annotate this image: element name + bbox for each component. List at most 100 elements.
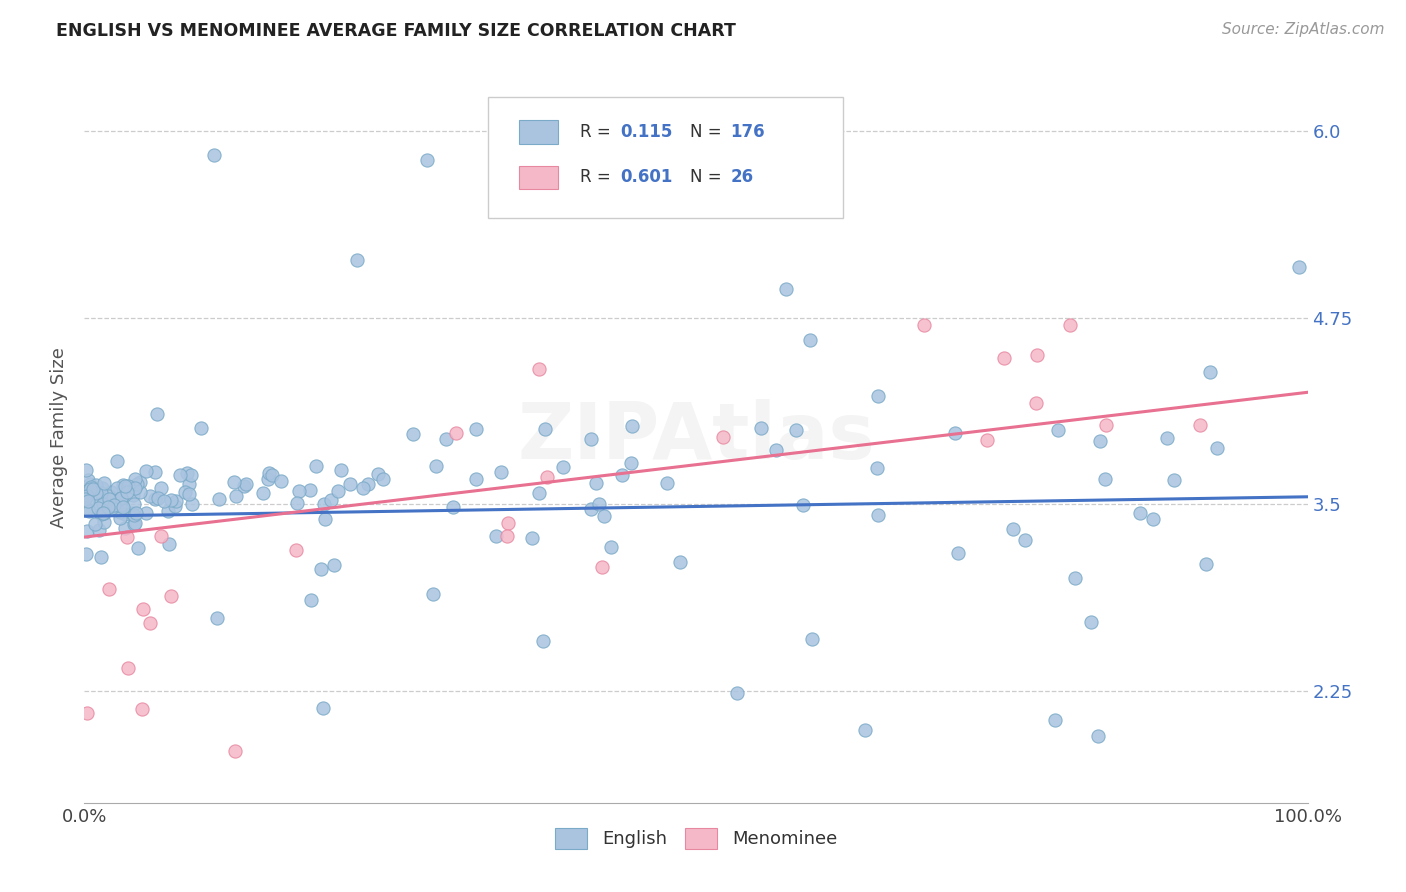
Point <box>976 434 998 448</box>
Point <box>77 494 100 508</box>
Point <box>352 481 374 495</box>
Point <box>309 562 332 576</box>
Point <box>1163 474 1185 488</box>
Point <box>160 493 183 508</box>
Point <box>181 497 204 511</box>
Point <box>579 432 602 446</box>
Point <box>329 462 352 476</box>
Point <box>591 559 613 574</box>
Point <box>765 442 787 457</box>
Point <box>76 706 98 721</box>
Point <box>1059 318 1081 332</box>
Point <box>97 500 120 515</box>
Point <box>232 479 254 493</box>
Point <box>157 537 180 551</box>
Point <box>87 523 110 537</box>
Point <box>145 465 167 479</box>
Point <box>207 611 229 625</box>
Point <box>785 424 807 438</box>
Point <box>90 481 112 495</box>
Text: 176: 176 <box>730 123 765 141</box>
Point <box>122 508 145 522</box>
Point <box>314 497 336 511</box>
Point <box>146 491 169 505</box>
Point <box>114 507 136 521</box>
Point <box>314 512 336 526</box>
Point <box>177 476 200 491</box>
Point <box>1026 348 1049 362</box>
Point <box>108 510 131 524</box>
Point <box>87 497 110 511</box>
Point <box>496 529 519 543</box>
Point <box>75 491 97 506</box>
Point <box>422 586 444 600</box>
FancyBboxPatch shape <box>519 166 558 189</box>
Text: 0.601: 0.601 <box>620 169 672 186</box>
Point <box>416 153 439 167</box>
Point <box>76 524 98 538</box>
Text: 0.115: 0.115 <box>620 123 672 141</box>
Point <box>100 485 122 500</box>
Point <box>285 542 308 557</box>
Point <box>90 485 112 500</box>
Point <box>105 454 128 468</box>
Point <box>127 541 149 555</box>
Point <box>73 485 96 500</box>
Point <box>305 458 328 473</box>
Point <box>135 506 157 520</box>
Point <box>165 493 187 508</box>
Point <box>866 461 889 475</box>
Point <box>1014 533 1036 547</box>
Point <box>108 500 131 514</box>
Point <box>110 494 132 508</box>
Point <box>139 615 162 630</box>
Point <box>180 468 202 483</box>
Point <box>129 484 152 499</box>
Point <box>444 425 467 440</box>
Point <box>298 483 321 497</box>
Point <box>1199 365 1222 379</box>
Point <box>190 421 212 435</box>
Point <box>1087 729 1109 743</box>
Point <box>1188 418 1211 433</box>
Point <box>225 489 247 503</box>
Point <box>79 483 101 497</box>
Point <box>84 478 107 492</box>
Point <box>485 529 508 543</box>
Point <box>1206 441 1229 455</box>
Text: N =: N = <box>690 169 727 186</box>
Point <box>312 701 335 715</box>
Point <box>1094 472 1116 486</box>
Point <box>79 477 101 491</box>
Point <box>619 456 641 470</box>
Point <box>792 498 814 512</box>
Point <box>124 472 146 486</box>
Point <box>946 546 969 560</box>
Text: R =: R = <box>579 169 616 186</box>
Point <box>799 333 821 347</box>
Text: Source: ZipAtlas.com: Source: ZipAtlas.com <box>1222 22 1385 37</box>
Point <box>163 499 186 513</box>
Point <box>1095 417 1118 432</box>
Point <box>357 477 380 491</box>
Point <box>531 634 554 648</box>
Point <box>90 550 112 565</box>
Point <box>465 472 488 486</box>
Point <box>104 500 127 515</box>
FancyBboxPatch shape <box>488 97 842 218</box>
Point <box>128 475 150 490</box>
Point <box>75 547 97 561</box>
Point <box>93 475 115 490</box>
Point <box>339 477 361 491</box>
Text: ZIPAtlas: ZIPAtlas <box>517 399 875 475</box>
Point <box>114 521 136 535</box>
Point <box>135 464 157 478</box>
Point <box>402 426 425 441</box>
Point <box>260 468 283 483</box>
Point <box>235 477 257 491</box>
Point <box>77 473 100 487</box>
Point <box>160 589 183 603</box>
Point <box>111 500 134 515</box>
Point <box>593 508 616 523</box>
Point <box>146 407 169 421</box>
